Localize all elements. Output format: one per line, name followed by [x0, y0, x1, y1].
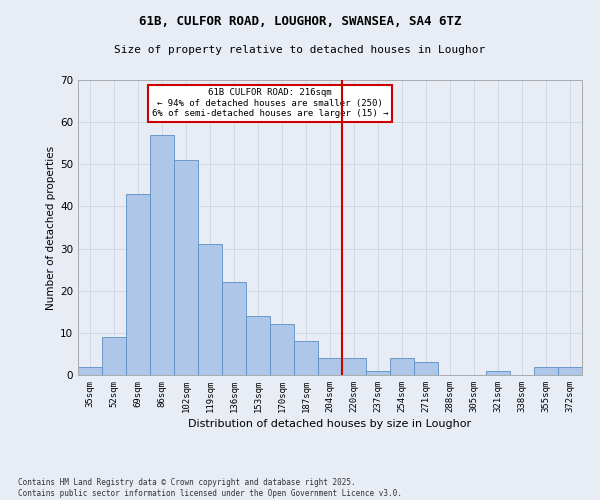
X-axis label: Distribution of detached houses by size in Loughor: Distribution of detached houses by size … [188, 419, 472, 429]
Bar [342, 358, 366, 375]
Text: 61B CULFOR ROAD: 216sqm
← 94% of detached houses are smaller (250)
6% of semi-de: 61B CULFOR ROAD: 216sqm ← 94% of detache… [152, 88, 388, 118]
Bar [318, 358, 342, 375]
Bar [558, 366, 582, 375]
Bar [390, 358, 414, 375]
Bar [270, 324, 294, 375]
Bar [174, 160, 198, 375]
Bar [414, 362, 438, 375]
Bar [246, 316, 270, 375]
Text: Size of property relative to detached houses in Loughor: Size of property relative to detached ho… [115, 45, 485, 55]
Bar [198, 244, 222, 375]
Bar [534, 366, 558, 375]
Text: Contains HM Land Registry data © Crown copyright and database right 2025.
Contai: Contains HM Land Registry data © Crown c… [18, 478, 402, 498]
Bar [150, 135, 174, 375]
Y-axis label: Number of detached properties: Number of detached properties [46, 146, 56, 310]
Bar [126, 194, 150, 375]
Bar [222, 282, 246, 375]
Bar [366, 371, 390, 375]
Bar [294, 342, 318, 375]
Bar [102, 337, 126, 375]
Bar [78, 366, 102, 375]
Bar [486, 371, 510, 375]
Text: 61B, CULFOR ROAD, LOUGHOR, SWANSEA, SA4 6TZ: 61B, CULFOR ROAD, LOUGHOR, SWANSEA, SA4 … [139, 15, 461, 28]
